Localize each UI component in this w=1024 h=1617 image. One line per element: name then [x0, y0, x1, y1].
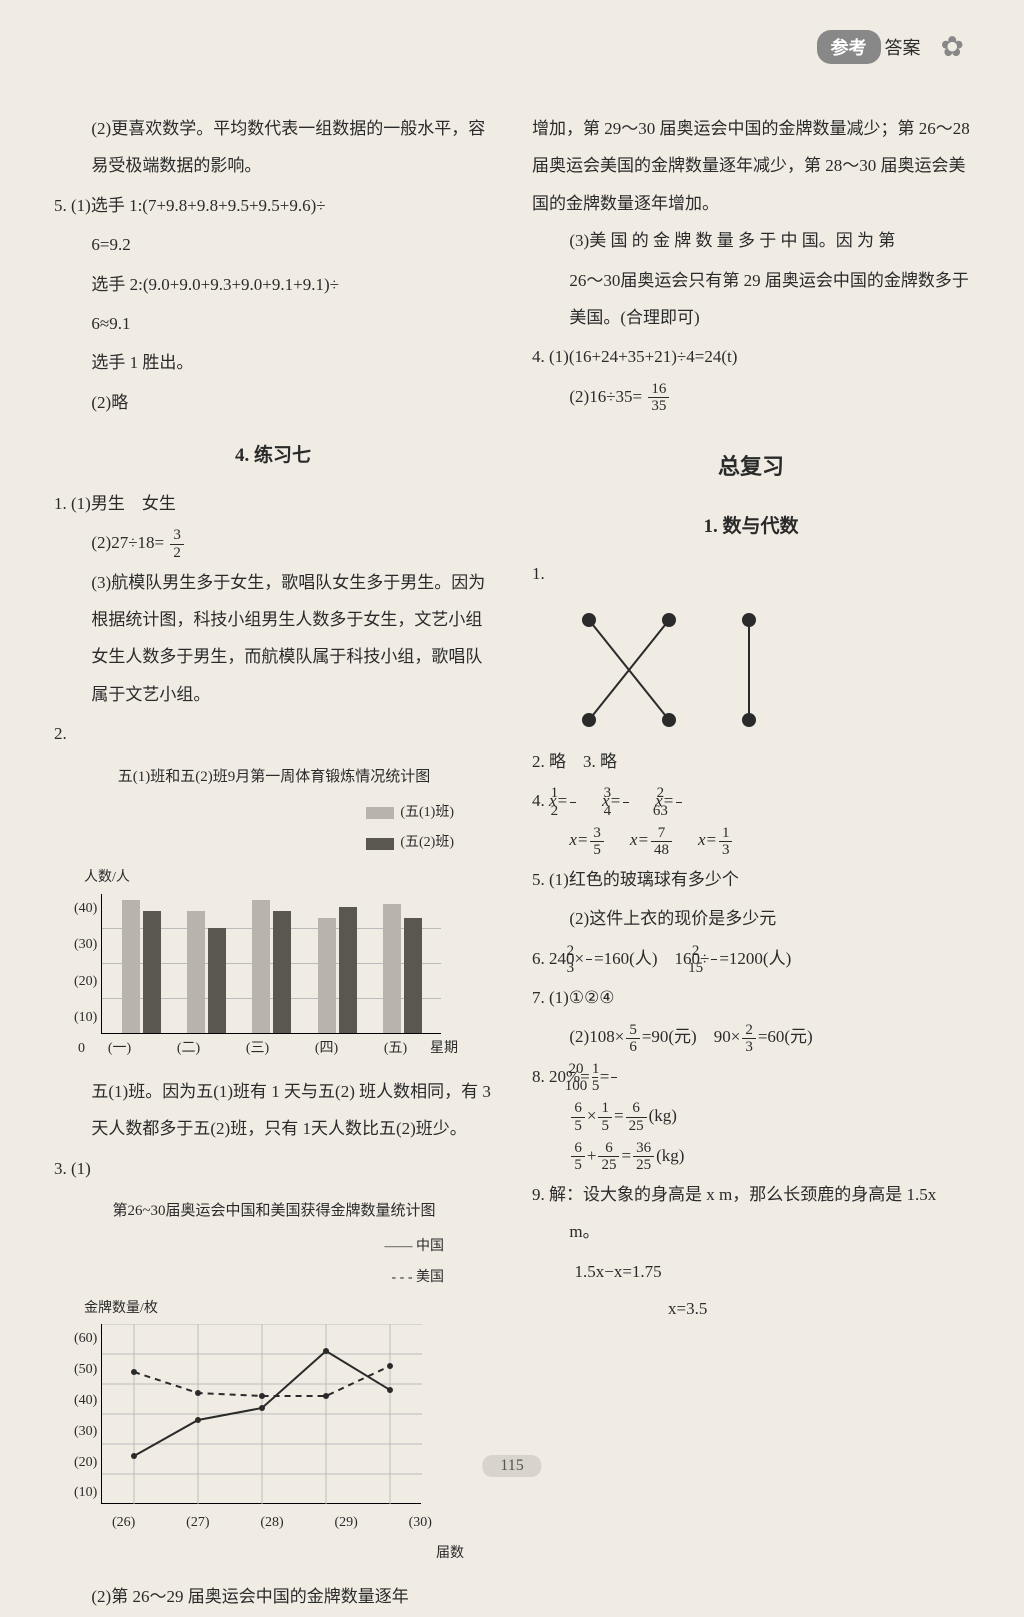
right-p3a: (3)美 国 的 金 牌 数 量 多 于 中 国。因 为 第 — [532, 222, 970, 259]
bar-x-row: 0 (一)(二)(三)(四)(五) 星期 — [78, 1034, 458, 1065]
q1-1: 1. (1)男生 女生 — [54, 485, 492, 522]
r7-2: (2)108×56=90(元) 90×23=60(元) — [532, 1018, 970, 1055]
bar-chart-title: 五(1)班和五(2)班9月第一周体育锻炼情况统计图 — [74, 761, 474, 794]
ans-5-2a: 选手 2:(9.0+9.0+9.3+9.0+9.1+9.1)÷ — [54, 266, 492, 303]
line-x-end: 届数 — [74, 1539, 464, 1570]
r9-3: x=3.5 — [532, 1290, 970, 1327]
line-ylabel: 金牌数量/枚 — [84, 1294, 474, 1325]
sub1-title: 1. 数与代数 — [532, 506, 970, 548]
right-p3b: 26～30届奥运会只有第 29 届奥运会中国的金牌数多于美国。(合理即可) — [532, 262, 970, 337]
bar-legend-2: (五(2)班) — [366, 828, 454, 859]
bar-plot-area — [101, 894, 441, 1034]
bar-ylabel: 人数/人 — [84, 863, 474, 894]
q1-3: (3)航模队男生多于女生，歌唱队女生多于男生。因为根据统计图，科技小组男生人数多… — [54, 564, 492, 714]
q1-2-frac: 32 — [170, 527, 184, 561]
page-number: 115 — [482, 1455, 541, 1477]
right-q4-1: 4. (1)(16+24+35+21)÷4=24(t) — [532, 338, 970, 375]
line-svg — [102, 1324, 422, 1504]
ans-5-1a: 5. (1)选手 1:(7+9.8+9.8+9.5+9.5+9.6)÷ — [54, 187, 492, 224]
bar-x-zero: 0 — [78, 1034, 85, 1065]
q1-2-text: (2)27÷18= — [91, 533, 164, 552]
line-x-axis: (26)(27)(28)(29)(30) — [112, 1508, 432, 1539]
section-7-title: 4. 练习七 — [54, 435, 492, 477]
r4-row1: x=12x=34x=263 — [549, 791, 684, 810]
ans-5-3: 选手 1 胜出。 — [54, 344, 492, 381]
r4-label: 4. x=12x=34x=263 — [532, 782, 970, 819]
header-text: 答案 — [885, 34, 921, 60]
flower-icon: ✿ — [941, 30, 964, 64]
bar-swatch-1 — [366, 807, 394, 819]
q2-label: 2. — [54, 715, 492, 752]
r7-1: 7. (1)①②④ — [532, 979, 970, 1016]
r8-2: 65×15=625(kg) — [532, 1097, 970, 1134]
line-legend: —— 中国 - - - 美国 — [74, 1232, 474, 1294]
q3-2: (2)第 26～29 届奥运会中国的金牌数量逐年 — [54, 1578, 492, 1615]
left-column: (2)更喜欢数学。平均数代表一组数据的一般水平，容易受极端数据的影响。 5. (… — [40, 110, 512, 1617]
right-q4-2: (2)16÷35= 1635 — [532, 378, 970, 415]
ans-2: (2)更喜欢数学。平均数代表一组数据的一般水平，容易受极端数据的影响。 — [54, 110, 492, 185]
line-legend-1: —— 中国 — [385, 1232, 445, 1263]
ans-5-2b: 6≈9.1 — [54, 305, 492, 342]
r5-1: 5. (1)红色的玻璃球有多少个 — [532, 861, 970, 898]
page-header: 参考 答案 ✿ — [817, 30, 964, 64]
line-chart-title: 第26~30届奥运会中国和美国获得金牌数量统计图 — [74, 1195, 474, 1228]
right-column: 增加，第 29～30 届奥运会中国的金牌数量减少；第 26～28 届奥运会美国的… — [512, 110, 984, 1617]
review-title: 总复习 — [532, 443, 970, 491]
ans-5-4: (2)略 — [54, 384, 492, 421]
r9-1: 9. 解：设大象的身高是 x m，那么长颈鹿的身高是 1.5x m。 — [532, 1176, 970, 1251]
r2: 2. 略 3. 略 — [532, 743, 970, 780]
bar-x-end: 星期 — [430, 1034, 458, 1065]
bar-swatch-2 — [366, 838, 394, 850]
header-badge: 参考 — [817, 30, 881, 64]
dot-diagram — [562, 603, 782, 733]
right-p1: 增加，第 29～30 届奥运会中国的金牌数量减少；第 26～28 届奥运会美国的… — [532, 110, 970, 222]
q1-2: (2)27÷18= 32 — [54, 524, 492, 561]
q2-text: 五(1)班。因为五(1)班有 1 天与五(2) 班人数相同，有 3 天人数都多于… — [54, 1073, 492, 1148]
bar-x-labels: (一)(二)(三)(四)(五) — [85, 1034, 430, 1065]
r5-2: (2)这件上衣的现价是多少元 — [532, 900, 970, 937]
q4-2-frac: 1635 — [648, 381, 669, 415]
bar-legend-1: (五(1)班) — [366, 798, 454, 829]
r4-row2: x=35x=748x=13 — [532, 821, 970, 858]
line-y-axis: (60)(50)(40)(30)(20)(10) — [74, 1324, 101, 1504]
bar-chart: 五(1)班和五(2)班9月第一周体育锻炼情况统计图 (五(1)班) (五(2)班… — [74, 761, 474, 1065]
line-legend-2: - - - 美国 — [392, 1263, 445, 1294]
r9-2: 1.5x−x=1.75 — [532, 1253, 970, 1290]
q3-label: 3. (1) — [54, 1150, 492, 1187]
ans-5-1b: 6=9.2 — [54, 226, 492, 263]
r8-1: 8. 20%=20100=15 — [532, 1058, 970, 1095]
r8-3: 65+625=3625(kg) — [532, 1137, 970, 1174]
line-chart: 第26~30届奥运会中国和美国获得金牌数量统计图 —— 中国 - - - 美国 … — [74, 1195, 474, 1570]
bar-legend: (五(1)班) (五(2)班) — [74, 798, 474, 860]
bar-y-axis: (40)(30)(20)(10) — [74, 894, 101, 1034]
r1-label: 1. — [532, 555, 970, 592]
r6: 6. 240×23=160(人) 160÷215=1200(人) — [532, 940, 970, 977]
line-plot-area — [101, 1324, 421, 1504]
